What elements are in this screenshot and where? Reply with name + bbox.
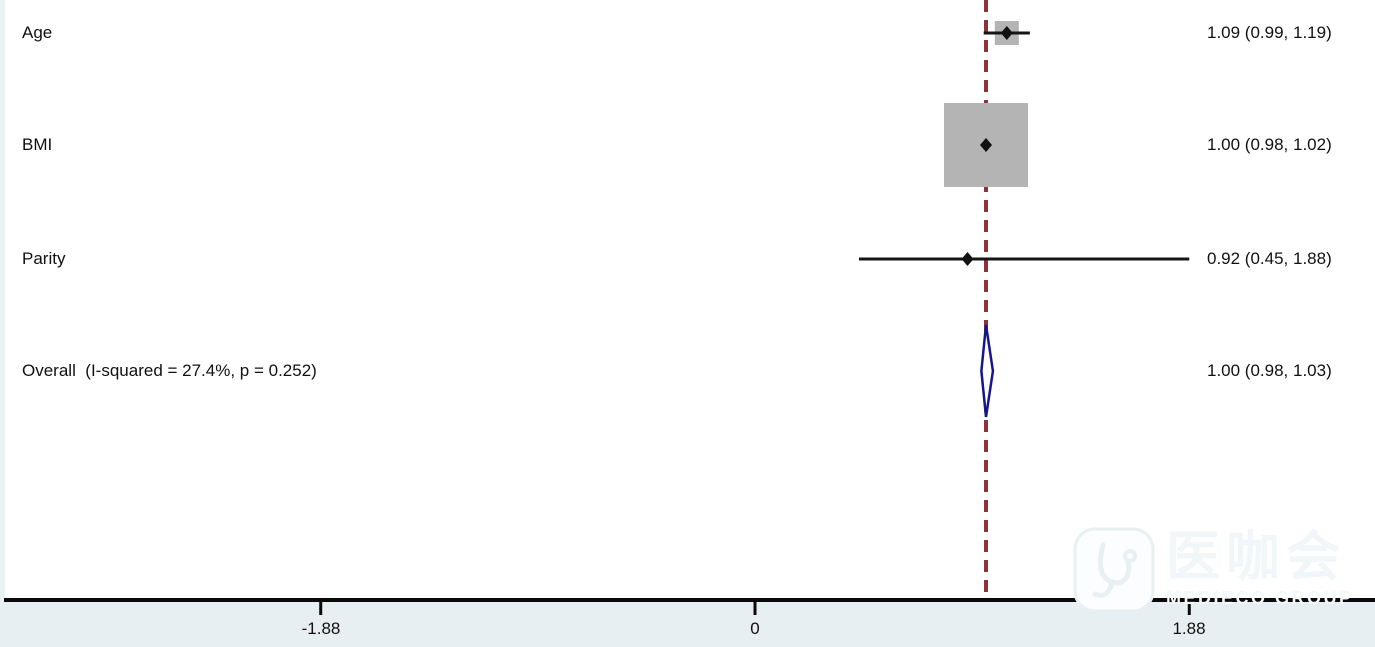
watermark-subtext: MEDIECO GROUP [1166, 588, 1354, 608]
x-tick-label-zero: 0 [750, 619, 760, 638]
left-margin-strip [0, 0, 5, 647]
x-tick-label-neg: -1.88 [301, 619, 341, 638]
effect-label-age: 1.09 (0.99, 1.19) [1207, 23, 1332, 42]
watermark-text: 医咖会 [1166, 527, 1346, 587]
watermark-text-column: 医咖会 MEDIECO GROUP [1166, 526, 1354, 608]
point-estimate-diamond [1000, 26, 1013, 40]
point-estimate-diamond [961, 252, 974, 266]
axis-band [0, 602, 1375, 647]
effect-label-overall: 1.00 (0.98, 1.03) [1207, 361, 1332, 380]
effect-label-parity: 0.92 (0.45, 1.88) [1207, 249, 1332, 268]
watermark: 医咖会 MEDIECO GROUP [1072, 526, 1354, 614]
stethoscope-icon [1073, 527, 1155, 613]
effect-label-bmi: 1.00 (0.98, 1.02) [1207, 135, 1332, 154]
row-label-bmi: BMI [22, 135, 53, 154]
overall-diamond [980, 324, 995, 418]
row-label-parity: Parity [22, 249, 66, 268]
row-label-age: Age [22, 23, 53, 42]
row-label-overall: Overall (I-squared = 27.4%, p = 0.252) [22, 361, 317, 380]
x-tick-label-pos: 1.88 [1172, 619, 1206, 638]
point-estimate-diamond [980, 138, 992, 152]
